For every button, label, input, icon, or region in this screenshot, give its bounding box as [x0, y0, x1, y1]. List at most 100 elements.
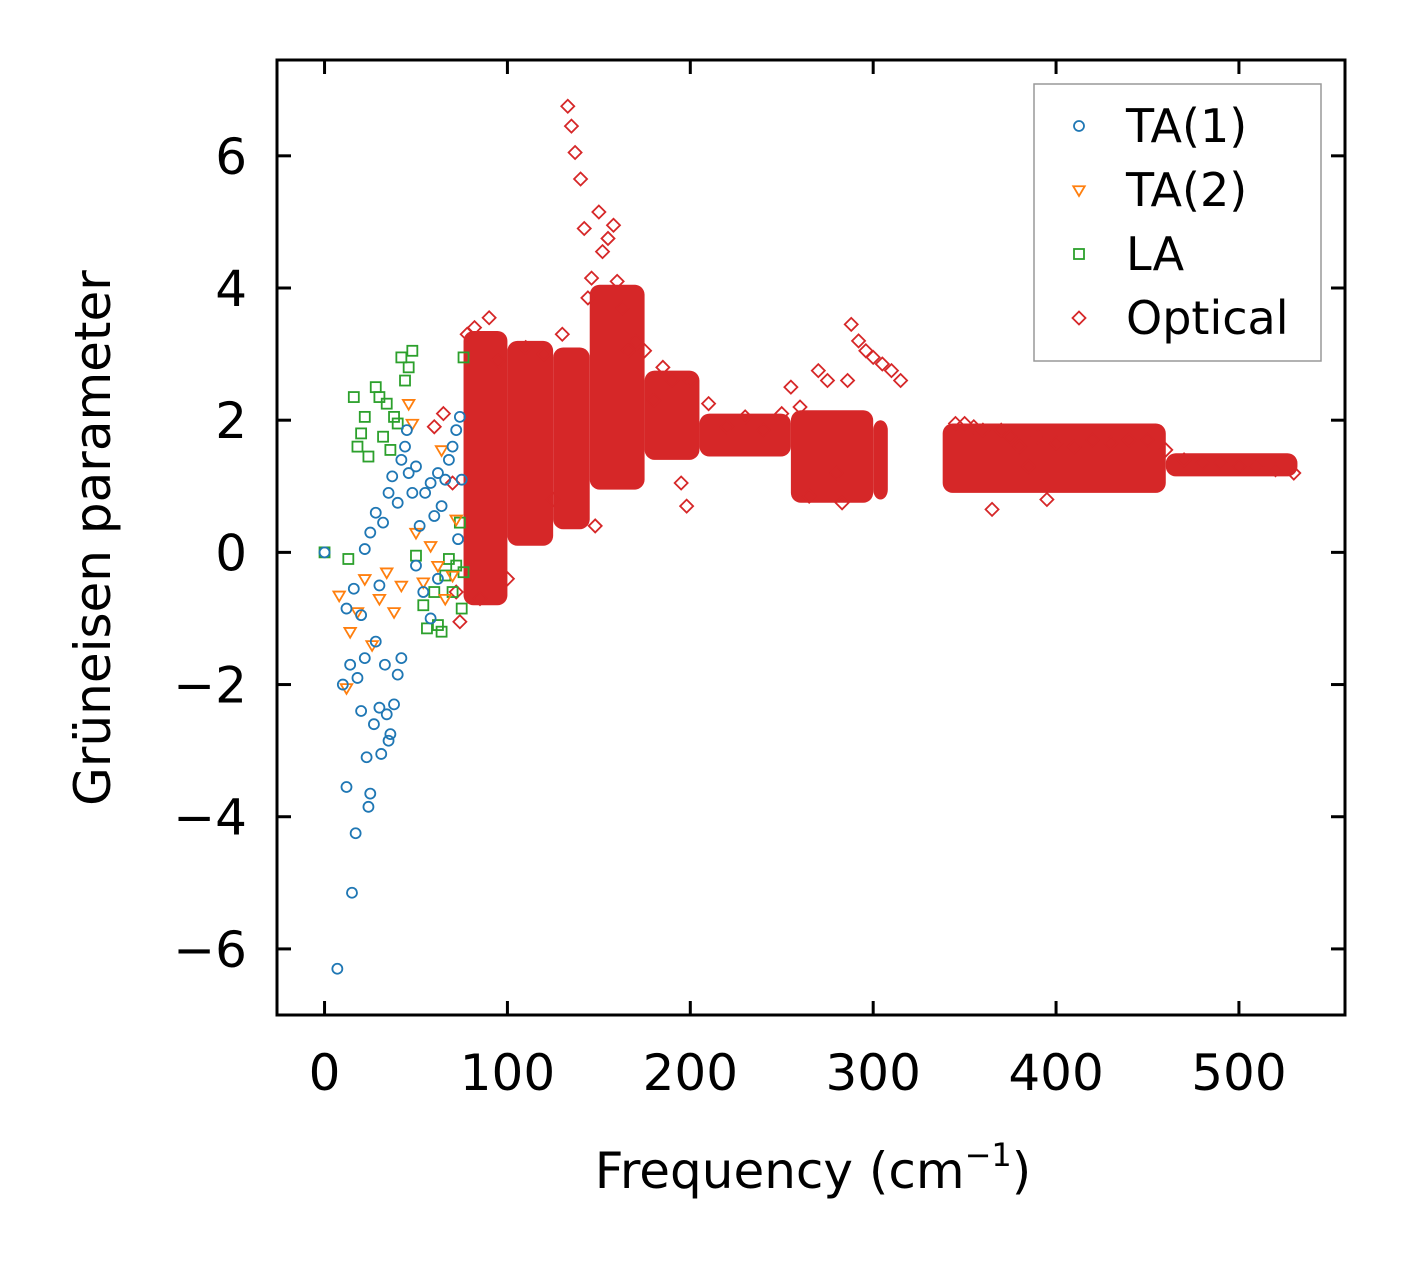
legend-marker-ta-2 — [1071, 185, 1087, 198]
point-optical-46 — [810, 362, 827, 379]
point-ta-2-8 — [386, 607, 402, 620]
x-tick-label-500: 500 — [1191, 1044, 1286, 1102]
point-optical-23 — [591, 204, 607, 220]
point-optical-30 — [627, 333, 644, 349]
point-optical-44 — [792, 399, 808, 415]
point-optical-27 — [609, 273, 625, 290]
point-optical-36 — [678, 498, 695, 514]
point-ta-1-35 — [395, 453, 408, 466]
point-ta-1-50 — [450, 424, 463, 437]
point-la-6 — [362, 450, 375, 463]
point-la-10 — [380, 397, 393, 410]
optical-band-6 — [790, 410, 874, 503]
point-la-26 — [446, 586, 459, 598]
y-tick-label--4: −4 — [173, 789, 247, 847]
point-ta-2-7 — [379, 567, 395, 580]
point-optical-41 — [755, 422, 772, 438]
point-optical-40 — [737, 409, 753, 425]
point-ta-2-19 — [448, 514, 464, 528]
point-ta-1-0 — [318, 546, 331, 559]
point-optical-33 — [655, 359, 671, 376]
point-la-9 — [377, 430, 389, 443]
point-la-15 — [399, 374, 411, 387]
point-optical-63 — [993, 422, 1009, 438]
y-tick-label--6: −6 — [173, 921, 247, 979]
point-ta-1-46 — [435, 500, 448, 513]
point-ta-1-10 — [360, 751, 373, 764]
point-ta-2-18 — [445, 570, 460, 584]
series-optical — [426, 98, 1302, 630]
point-ta-1-28 — [364, 526, 377, 539]
point-la-22 — [432, 619, 444, 631]
point-optical-17 — [567, 144, 583, 161]
point-ta-1-33 — [386, 470, 399, 483]
point-optical-38 — [700, 395, 717, 412]
optical-band-4 — [644, 370, 700, 460]
point-ta-1-23 — [395, 652, 408, 665]
point-la-21 — [428, 586, 441, 598]
optical-band-5 — [699, 413, 791, 457]
point-ta-1-12 — [364, 787, 377, 800]
point-optical-60 — [965, 419, 982, 435]
point-ta-1-6 — [349, 827, 362, 840]
point-optical-7 — [472, 590, 488, 607]
point-ta-2-15 — [430, 560, 446, 574]
point-optical-66 — [1020, 458, 1037, 475]
point-optical-9 — [490, 352, 507, 369]
y-tick-label--2: −2 — [173, 657, 247, 715]
point-ta-1-16 — [375, 748, 388, 760]
point-la-20 — [421, 622, 433, 635]
point-ta-1-13 — [368, 718, 380, 731]
point-ta-1-2 — [336, 678, 349, 691]
point-optical-16 — [563, 118, 580, 134]
point-la-2 — [347, 391, 360, 403]
point-optical-39 — [719, 419, 735, 435]
point-la-23 — [435, 625, 448, 638]
point-la-8 — [373, 391, 386, 403]
y-tick-label-0: 0 — [215, 524, 247, 582]
x-tick-label-400: 400 — [1008, 1044, 1103, 1102]
point-optical-15 — [560, 98, 576, 115]
optical-band-9 — [1165, 453, 1298, 477]
point-ta-1-36 — [399, 440, 411, 453]
point-ta-1-43 — [424, 477, 437, 489]
point-ta-2-13 — [415, 577, 431, 590]
point-ta-1-29 — [369, 506, 382, 519]
point-ta-1-7 — [351, 672, 364, 684]
point-optical-54 — [865, 349, 881, 366]
point-optical-62 — [984, 501, 1000, 518]
point-optical-26 — [605, 217, 622, 233]
optical-band-7 — [873, 420, 888, 500]
point-ta-1-8 — [355, 705, 368, 717]
point-ta-2-17 — [437, 593, 453, 607]
point-ta-2-9 — [394, 580, 409, 594]
point-optical-20 — [580, 290, 596, 306]
point-optical-31 — [636, 343, 653, 359]
point-optical-28 — [614, 300, 631, 316]
point-optical-55 — [874, 356, 891, 372]
point-optical-14 — [554, 326, 571, 343]
point-ta-2-6 — [372, 593, 387, 607]
point-la-25 — [443, 553, 455, 565]
point-ta-1-21 — [388, 698, 400, 711]
point-ta-2-2 — [342, 627, 358, 640]
point-la-18 — [410, 549, 422, 562]
point-optical-70 — [1066, 438, 1083, 455]
legend-label-ta-1: TA(1) — [1125, 99, 1247, 153]
point-la-16 — [402, 361, 415, 374]
point-optical-11 — [517, 339, 534, 356]
point-ta-1-32 — [382, 486, 395, 499]
point-optical-64 — [1002, 428, 1019, 445]
point-ta-1-15 — [373, 701, 386, 714]
point-optical-43 — [783, 379, 799, 395]
point-la-1 — [342, 553, 355, 565]
point-ta-1-30 — [373, 579, 386, 592]
point-ta-1-39 — [406, 486, 419, 499]
point-optical-81 — [1267, 461, 1284, 478]
point-ta-1-56 — [424, 612, 437, 625]
x-axis-title-main: Frequency (cm — [595, 1142, 965, 1200]
point-la-19 — [417, 599, 430, 612]
point-ta-1-3 — [340, 781, 353, 793]
point-optical-18 — [572, 171, 589, 187]
point-optical-24 — [594, 243, 611, 260]
